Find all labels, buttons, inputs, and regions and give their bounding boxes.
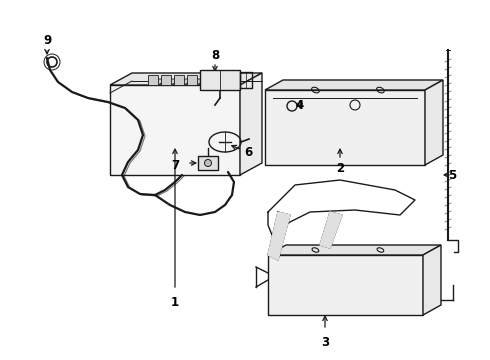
Polygon shape	[268, 255, 423, 315]
Polygon shape	[110, 73, 262, 85]
Polygon shape	[423, 245, 441, 315]
Polygon shape	[240, 73, 262, 175]
Text: 2: 2	[336, 162, 344, 175]
Polygon shape	[174, 75, 184, 85]
Text: 5: 5	[448, 168, 456, 181]
Polygon shape	[200, 79, 221, 85]
Circle shape	[204, 159, 212, 166]
FancyBboxPatch shape	[200, 70, 240, 90]
Text: 6: 6	[244, 145, 252, 158]
Text: 9: 9	[43, 33, 51, 46]
Text: 1: 1	[171, 296, 179, 309]
Polygon shape	[161, 75, 171, 85]
Polygon shape	[320, 212, 342, 248]
Polygon shape	[425, 80, 443, 165]
Polygon shape	[110, 85, 240, 175]
Polygon shape	[187, 79, 208, 85]
Polygon shape	[268, 245, 441, 255]
Polygon shape	[265, 90, 425, 165]
FancyBboxPatch shape	[198, 156, 218, 170]
Polygon shape	[187, 75, 197, 85]
Polygon shape	[148, 79, 169, 85]
Polygon shape	[161, 79, 182, 85]
Polygon shape	[268, 212, 290, 260]
Polygon shape	[200, 75, 210, 85]
Polygon shape	[148, 75, 158, 85]
Text: 4: 4	[296, 99, 304, 112]
Text: 3: 3	[321, 337, 329, 350]
Polygon shape	[265, 80, 443, 90]
Text: 7: 7	[171, 158, 179, 171]
Polygon shape	[174, 79, 195, 85]
Text: 8: 8	[211, 49, 219, 62]
